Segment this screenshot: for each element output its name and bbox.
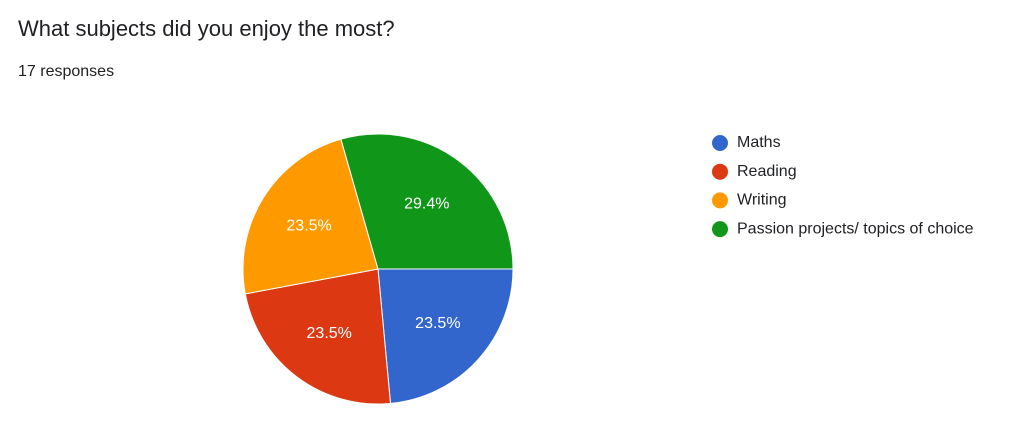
legend-label: Maths bbox=[737, 134, 781, 151]
slice-label: 29.4% bbox=[404, 196, 449, 213]
legend-swatch bbox=[712, 163, 728, 180]
legend-label: Passion projects/ topics of choice bbox=[737, 220, 974, 237]
slice-label: 23.5% bbox=[307, 325, 352, 342]
slice-label: 23.5% bbox=[415, 315, 460, 332]
slice-label: 23.5% bbox=[286, 218, 331, 235]
legend-swatch bbox=[712, 135, 728, 151]
legend-label: Reading bbox=[737, 163, 797, 180]
pie-slice bbox=[340, 133, 514, 270]
legend-swatch bbox=[712, 221, 728, 238]
legend-swatch bbox=[712, 192, 728, 209]
chart-subtitle: 17 responses bbox=[18, 63, 114, 80]
chart-title: What subjects did you enjoy the most? bbox=[18, 16, 395, 41]
legend-label: Writing bbox=[737, 192, 787, 209]
pie-slice bbox=[377, 268, 514, 404]
pie-slice bbox=[244, 268, 392, 405]
pie-slice bbox=[242, 138, 379, 295]
